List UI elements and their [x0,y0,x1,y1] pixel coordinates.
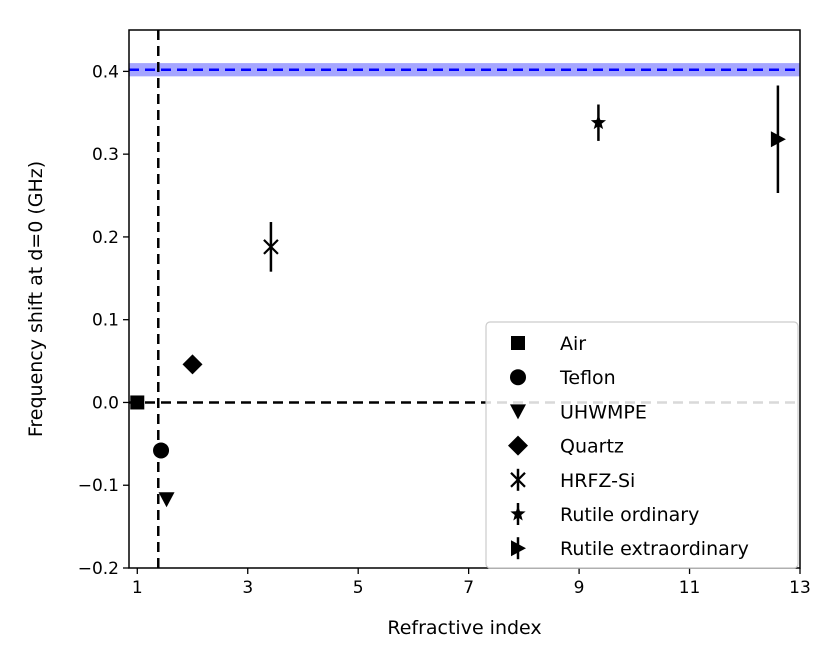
y-tick-label-6: 0.4 [92,62,119,82]
data-point-4 [263,239,279,255]
legend-marker-3 [508,435,528,456]
x-tick-label-2: 5 [353,578,364,598]
y-tick-label-0: −0.2 [78,559,119,579]
data-point-5 [590,114,607,130]
legend-label-0: Air [560,333,586,355]
legend-box [485,321,799,569]
y-tick-label-1: −0.1 [78,476,119,496]
legend-label-2: UHWMPE [560,401,647,423]
x-tick-label-0: 1 [132,578,143,598]
data-point-6 [770,131,786,148]
legend-marker-4 [510,472,526,488]
x-tick-label-1: 3 [242,578,253,598]
reference-band [129,63,800,77]
y-tick-label-2: 0.0 [92,393,119,413]
data-point-2 [158,492,175,508]
y-tick-label-4: 0.2 [92,228,119,248]
legend-marker-5 [510,506,526,521]
y-axis-label: Frequency shift at d=0 (GHz) [25,161,47,437]
y-tick-label-3: 0.1 [92,311,119,331]
x-tick-label-5: 11 [679,578,701,598]
plot-content [129,30,800,568]
legend: Air Teflon UHWMPE Quartz HRFZ-Si Rutile ordin… [485,321,799,569]
data-point-1 [153,442,170,459]
legend-label-4: HRFZ-Si [560,470,635,492]
legend-marker-1 [510,369,526,386]
x-tick-label-3: 7 [463,578,474,598]
plot-area [129,30,800,568]
legend-marker-2 [510,404,526,420]
x-tick-label-6: 13 [789,578,811,598]
plot-frame [128,29,801,569]
data-point-3 [182,354,203,375]
legend-marker-6 [511,540,526,557]
legend-label-5: Rutile ordinary [560,504,699,526]
legend-label-3: Quartz [560,436,624,458]
axes: 1 3 5 7 9 11 13−0.2−0.10.00.10.20.30.4 [78,29,811,598]
legend-label-1: Teflon [559,367,616,389]
x-axis-label: Refractive index [387,617,541,639]
data-point-0 [130,395,145,410]
legend-label-6: Rutile extraordinary [560,538,749,560]
legend-marker-0 [511,336,525,350]
x-tick-label-4: 9 [574,578,585,598]
y-tick-label-5: 0.3 [92,145,119,165]
